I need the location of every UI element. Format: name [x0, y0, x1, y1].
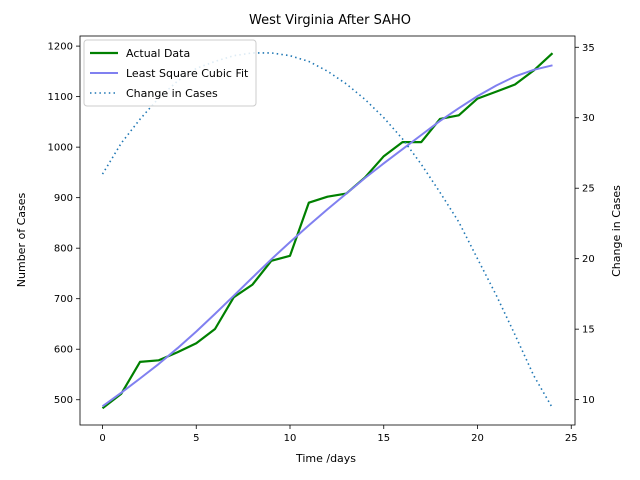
y-axis-label: Number of Cases [15, 193, 28, 288]
plot-lines [101, 52, 554, 410]
series-line-2 [101, 52, 554, 409]
x-tick-label-4: 20 [471, 433, 484, 444]
y2-tick-label-2: 20 [582, 254, 595, 265]
y-tick-label-5: 1000 [48, 143, 73, 154]
x-axis-label: Time /days [295, 452, 356, 465]
y-tick-label-4: 900 [54, 193, 73, 204]
y2-axis-label: Change in Cases [610, 185, 623, 277]
chart-title: West Virginia After SAHO [249, 13, 411, 28]
y2-tick-label-3: 25 [582, 184, 595, 195]
legend: Actual Data Least Square Cubic Fit Change … [83, 39, 257, 107]
y2-tick-label-4: 30 [582, 113, 595, 124]
legend-label-2: Change in Cases [126, 87, 218, 100]
series-line-0 [101, 52, 554, 410]
x-tick-label-1: 5 [193, 433, 199, 444]
x-tick-label-3: 15 [377, 433, 390, 444]
y-tick-label-7: 1200 [48, 42, 73, 53]
legend-box [83, 39, 257, 107]
y-tick-label-2: 700 [54, 294, 73, 305]
y-tick-label-6: 1100 [48, 92, 73, 103]
series-line-1 [101, 64, 553, 408]
y-tick-label-0: 500 [54, 395, 73, 406]
x-tick-label-2: 10 [284, 433, 297, 444]
axes: 0 5 10 15 20 25 500 600 700 800 900 1000 1100 1200 10 1… [48, 35, 595, 444]
y2-tick-label-0: 10 [582, 395, 595, 406]
y2-tick-label-5: 35 [582, 43, 595, 54]
y-tick-label-1: 600 [54, 345, 73, 356]
plot-frame [79, 35, 576, 426]
y2-tick-label-1: 15 [582, 325, 595, 336]
legend-label-1: Least Square Cubic Fit [126, 67, 249, 80]
legend-label-0: Actual Data [126, 47, 190, 60]
x-tick-label-5: 25 [565, 433, 578, 444]
x-tick-label-0: 0 [99, 433, 105, 444]
y-tick-label-3: 800 [54, 244, 73, 255]
